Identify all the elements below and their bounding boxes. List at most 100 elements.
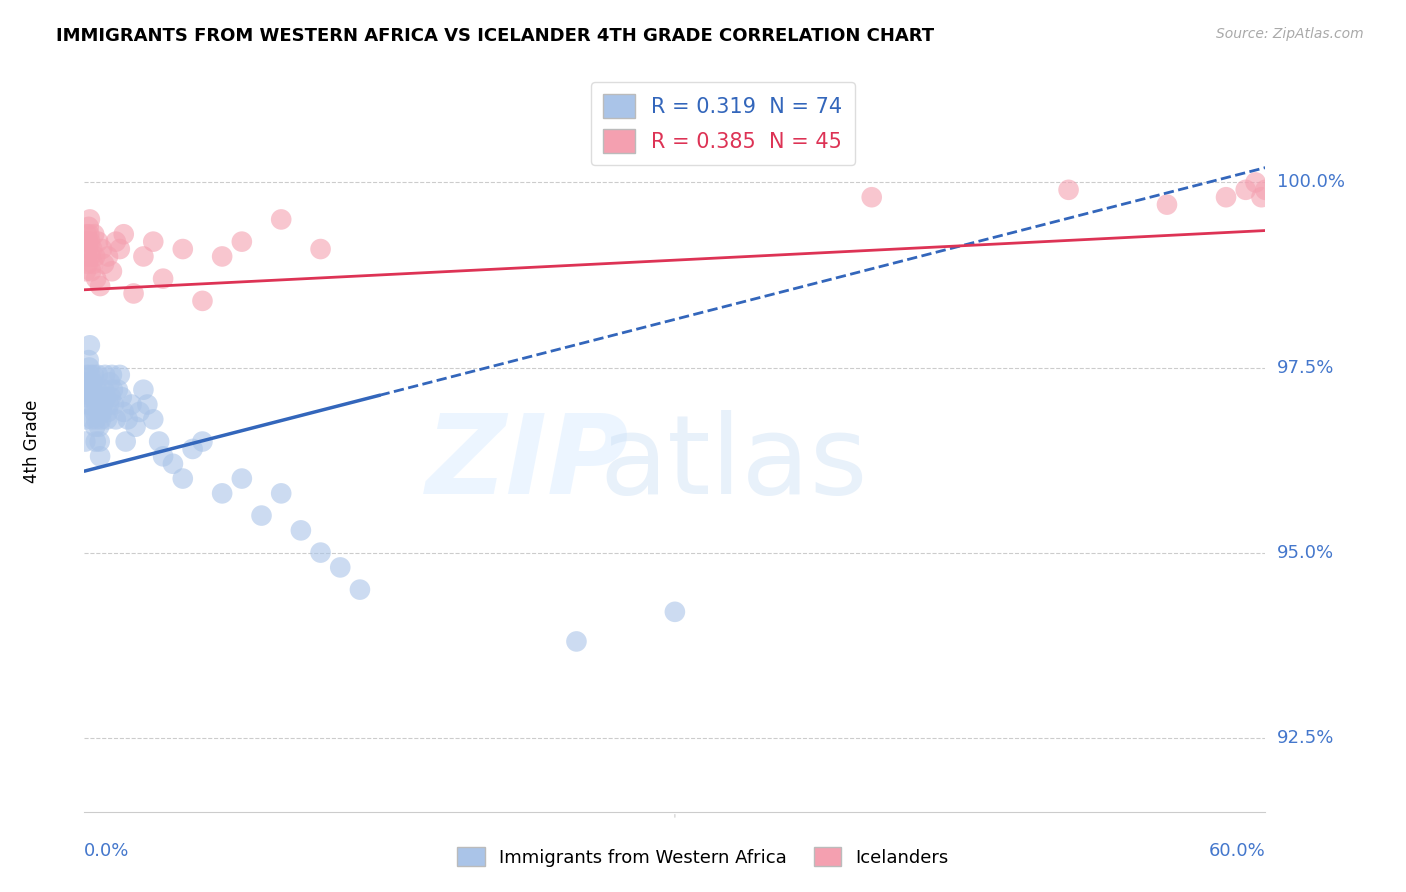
Point <box>76 242 98 256</box>
Text: 0.0%: 0.0% <box>84 842 129 860</box>
Point <box>87 419 111 434</box>
Point <box>664 605 686 619</box>
Point <box>101 368 124 382</box>
Point <box>122 286 145 301</box>
Point <box>97 405 120 419</box>
Point <box>104 412 127 426</box>
Point <box>84 271 107 285</box>
Point <box>148 434 170 449</box>
Point <box>860 190 883 204</box>
Point <box>86 383 108 397</box>
Point <box>290 524 312 538</box>
Point <box>349 582 371 597</box>
Point <box>270 212 292 227</box>
Text: 95.0%: 95.0% <box>1277 543 1334 562</box>
Point <box>79 338 101 352</box>
Point <box>79 368 101 382</box>
Point <box>79 360 101 375</box>
Point <box>91 398 114 412</box>
Point <box>172 242 194 256</box>
Point <box>75 235 97 249</box>
Point <box>80 398 103 412</box>
Point <box>76 368 98 382</box>
Point <box>82 383 104 397</box>
Point <box>79 235 101 249</box>
Point <box>87 405 110 419</box>
Point <box>1057 183 1080 197</box>
Point <box>76 227 98 242</box>
Point <box>87 390 110 404</box>
Point <box>1215 190 1237 204</box>
Point <box>121 398 143 412</box>
Point <box>93 383 115 397</box>
Text: IMMIGRANTS FROM WESTERN AFRICA VS ICELANDER 4TH GRADE CORRELATION CHART: IMMIGRANTS FROM WESTERN AFRICA VS ICELAN… <box>56 27 935 45</box>
Point <box>83 405 105 419</box>
Point <box>108 242 131 256</box>
Point <box>76 383 98 397</box>
Point <box>93 257 115 271</box>
Point <box>83 368 105 382</box>
Point <box>250 508 273 523</box>
Point <box>77 353 100 368</box>
Point <box>94 368 117 382</box>
Point <box>124 419 146 434</box>
Point <box>103 398 125 412</box>
Point <box>132 383 155 397</box>
Text: 100.0%: 100.0% <box>1277 173 1344 192</box>
Text: ZIP: ZIP <box>426 410 628 517</box>
Text: 60.0%: 60.0% <box>1209 842 1265 860</box>
Point <box>100 390 122 404</box>
Point <box>270 486 292 500</box>
Point <box>111 390 134 404</box>
Point <box>79 250 101 264</box>
Point <box>87 235 110 249</box>
Point <box>89 450 111 464</box>
Point <box>77 376 100 390</box>
Point <box>114 434 136 449</box>
Text: atlas: atlas <box>600 410 868 517</box>
Point <box>107 383 129 397</box>
Point <box>142 235 165 249</box>
Point <box>142 412 165 426</box>
Point <box>191 293 214 308</box>
Point <box>77 219 100 234</box>
Point <box>152 271 174 285</box>
Point <box>83 227 105 242</box>
Point <box>112 405 135 419</box>
Point <box>89 434 111 449</box>
Point <box>91 405 114 419</box>
Point <box>77 257 100 271</box>
Point <box>82 257 104 271</box>
Point <box>82 242 104 256</box>
Point <box>87 368 110 382</box>
Point <box>117 412 139 426</box>
Text: 4th Grade: 4th Grade <box>22 400 41 483</box>
Point <box>128 405 150 419</box>
Point <box>1156 197 1178 211</box>
Point <box>231 235 253 249</box>
Point <box>98 398 120 412</box>
Point <box>565 634 588 648</box>
Text: Source: ZipAtlas.com: Source: ZipAtlas.com <box>1216 27 1364 41</box>
Point <box>136 398 159 412</box>
Point <box>309 242 332 256</box>
Point <box>79 212 101 227</box>
Point <box>104 235 127 249</box>
Point <box>79 227 101 242</box>
Point <box>90 412 112 426</box>
Point <box>191 434 214 449</box>
Point <box>1250 190 1272 204</box>
Point <box>84 250 107 264</box>
Legend: Immigrants from Western Africa, Icelanders: Immigrants from Western Africa, Icelande… <box>450 840 956 874</box>
Point <box>108 368 131 382</box>
Point <box>231 472 253 486</box>
Point <box>77 398 100 412</box>
Point <box>211 250 233 264</box>
Point <box>80 412 103 426</box>
Point <box>84 419 107 434</box>
Point <box>75 250 97 264</box>
Point <box>152 450 174 464</box>
Point <box>112 227 135 242</box>
Point <box>162 457 184 471</box>
Point <box>75 264 97 278</box>
